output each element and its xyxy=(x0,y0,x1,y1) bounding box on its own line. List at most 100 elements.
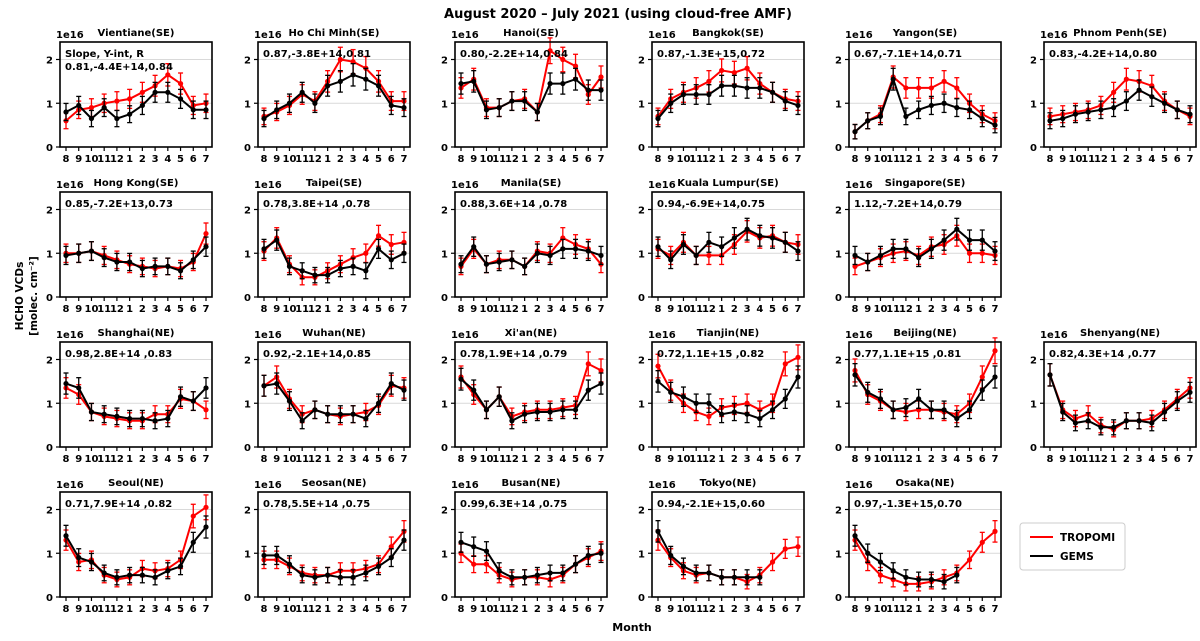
x-tick-label: 8 xyxy=(63,454,70,465)
data-point xyxy=(114,98,120,104)
y-tick-label: 1 xyxy=(835,249,842,260)
data-point xyxy=(1161,100,1168,106)
data-point xyxy=(719,411,725,417)
x-tick-label: 11 xyxy=(689,304,703,315)
data-point xyxy=(337,78,343,84)
x-tick-label: 3 xyxy=(152,454,159,465)
data-point xyxy=(375,233,382,239)
x-tick-label: 5 xyxy=(572,304,579,315)
y-tick-label: 0 xyxy=(441,143,448,154)
x-tick-label: 4 xyxy=(756,304,763,315)
y-tick-label: 1 xyxy=(638,99,645,110)
panel-stats: 0.87,-3.8E+14,0.81 xyxy=(263,49,371,60)
data-point xyxy=(979,237,985,243)
data-point xyxy=(706,570,712,576)
data-point xyxy=(1098,107,1104,113)
panel-stats: 0.78,3.8E+14 ,0.78 xyxy=(263,199,370,210)
scale-offset-label: 1e16 xyxy=(1040,330,1068,341)
data-point xyxy=(916,85,922,91)
x-tick-label: 1 xyxy=(718,454,725,465)
data-point xyxy=(916,396,922,402)
x-tick-label: 1 xyxy=(915,304,922,315)
data-point xyxy=(903,574,909,580)
y-tick-label: 0 xyxy=(1030,143,1037,154)
data-point xyxy=(325,83,331,89)
series-line-tropomi xyxy=(854,75,996,133)
y-tick-label: 2 xyxy=(46,356,53,367)
data-point xyxy=(560,80,566,87)
data-point xyxy=(916,576,922,583)
series-line-gems xyxy=(65,91,206,120)
data-point xyxy=(865,259,871,265)
data-point xyxy=(1149,94,1155,100)
series-line-gems xyxy=(65,246,207,272)
data-point xyxy=(954,572,960,578)
panel-frame xyxy=(651,341,805,448)
x-tick-label: 12 xyxy=(1094,154,1108,165)
x-tick-label: 5 xyxy=(177,304,184,315)
y-tick-label: 1 xyxy=(441,249,448,260)
data-point xyxy=(852,129,858,135)
x-tick-label: 7 xyxy=(795,154,802,165)
data-point xyxy=(496,568,502,574)
x-tick-label: 6 xyxy=(979,154,986,165)
scale-offset-label: 1e16 xyxy=(845,330,873,341)
data-point xyxy=(509,257,515,263)
data-point xyxy=(363,570,369,576)
x-tick-label: 9 xyxy=(864,154,871,165)
x-tick-label: 11 xyxy=(295,604,309,615)
panel-frame xyxy=(454,341,608,448)
data-point xyxy=(979,387,985,393)
x-tick-label: 3 xyxy=(547,304,554,315)
scale-offset-label: 1e16 xyxy=(254,30,282,41)
data-point xyxy=(693,252,699,259)
data-point xyxy=(127,259,133,265)
data-point xyxy=(782,239,788,245)
y-tick-label: 0 xyxy=(638,443,645,454)
panel-title: Yangon(SE) xyxy=(892,28,958,39)
x-tick-label: 6 xyxy=(782,604,789,615)
data-point xyxy=(744,411,750,417)
x-tick-label: 2 xyxy=(139,304,146,315)
panel-title: Taipei(SE) xyxy=(306,178,362,189)
scale-offset-label: 1e16 xyxy=(648,480,676,491)
panel-frame xyxy=(59,491,213,598)
y-tick-label: 2 xyxy=(244,506,251,517)
data-point xyxy=(114,115,120,122)
x-tick-label: 12 xyxy=(110,604,124,615)
panel-stats: 0.78,5.5E+14 ,0.75 xyxy=(263,499,370,510)
x-tick-label: 7 xyxy=(203,304,210,315)
data-point xyxy=(598,252,604,259)
x-tick-label: 2 xyxy=(534,604,541,615)
data-point xyxy=(966,557,973,563)
data-point xyxy=(114,574,120,580)
panel-frame xyxy=(257,491,411,598)
x-tick-label: 3 xyxy=(744,304,751,315)
scale-offset-label: 1e16 xyxy=(648,330,676,341)
panel-stats: 0.82,4.3E+14 ,0.77 xyxy=(1049,349,1156,360)
x-tick-label: 1 xyxy=(718,604,725,615)
scale-offset-label: 1e16 xyxy=(845,180,873,191)
y-tick-label: 2 xyxy=(244,356,251,367)
x-tick-label: 4 xyxy=(1148,154,1155,165)
x-tick-label: 7 xyxy=(203,154,210,165)
y-tick-label: 2 xyxy=(1030,356,1037,367)
data-point xyxy=(795,374,801,380)
x-tick-label: 2 xyxy=(731,154,738,165)
x-tick-label: 11 xyxy=(492,454,506,465)
panel-title: Busan(NE) xyxy=(502,478,561,489)
data-point xyxy=(509,98,515,104)
y-tick-label: 0 xyxy=(244,443,251,454)
data-point xyxy=(1187,389,1193,395)
panel-stats: 0.87,-1.3E+15,0.72 xyxy=(657,49,765,60)
panel-frame xyxy=(1043,41,1197,148)
x-tick-label: 12 xyxy=(110,154,124,165)
y-tick-label: 1 xyxy=(244,249,251,260)
data-point xyxy=(1123,76,1129,82)
x-tick-label: 8 xyxy=(261,454,268,465)
